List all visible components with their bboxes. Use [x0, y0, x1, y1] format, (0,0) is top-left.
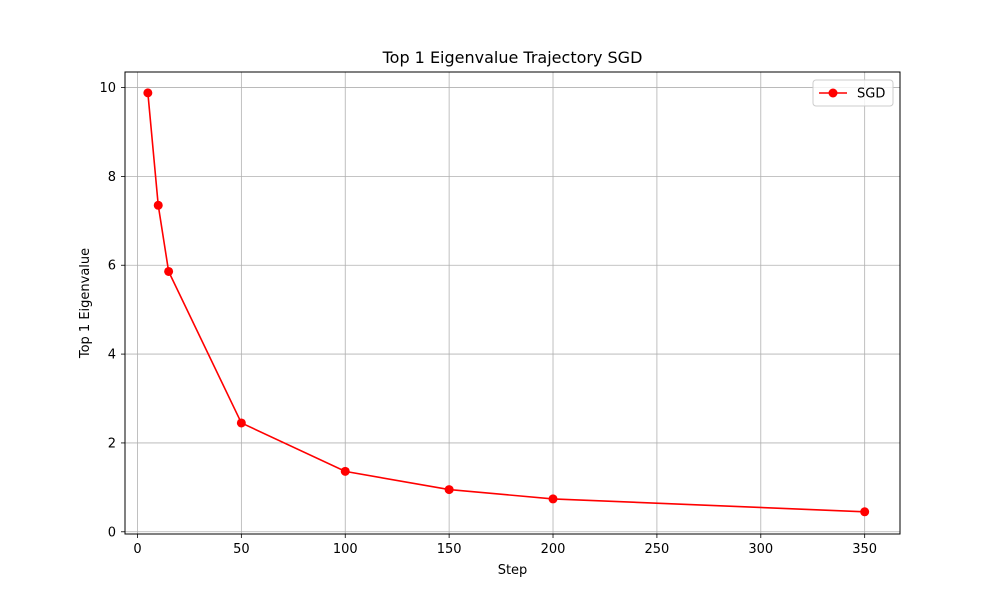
- x-tick-label: 250: [644, 542, 669, 557]
- data-point: [444, 485, 454, 495]
- chart-title: Top 1 Eigenvalue Trajectory SGD: [382, 48, 643, 67]
- data-point: [164, 266, 174, 276]
- series-line: [147, 92, 865, 513]
- data-point: [153, 200, 163, 210]
- y-axis-label: Top 1 Eigenvalue: [78, 248, 93, 359]
- x-tick-label: 100: [333, 542, 358, 557]
- legend: SGD: [812, 79, 894, 107]
- x-tick-label: 0: [133, 542, 141, 557]
- x-axis-label: Step: [498, 563, 528, 578]
- legend-marker-swatch: [828, 88, 838, 98]
- data-point: [143, 88, 153, 98]
- y-tick-label: 8: [108, 170, 116, 185]
- legend-box: [812, 79, 894, 107]
- data-point: [860, 507, 870, 517]
- y-tick-label: 0: [108, 525, 116, 540]
- x-tick-label: 300: [748, 542, 773, 557]
- x-tick-label: 50: [233, 542, 250, 557]
- y-tick-label: 6: [108, 259, 116, 274]
- data-point: [236, 418, 246, 428]
- y-tick-label: 4: [108, 348, 116, 363]
- x-tick-label: 350: [852, 542, 877, 557]
- y-tick-label: 10: [99, 81, 116, 96]
- grid: [125, 72, 900, 534]
- series-layer: [143, 88, 870, 517]
- data-point: [340, 466, 350, 476]
- axes: 0 50 100 150 200 250 300 350 0 2 4 6 8 10: [99, 81, 877, 557]
- plot-frame: [124, 71, 901, 535]
- legend-label: SGD: [857, 87, 885, 102]
- y-tick-label: 2: [108, 436, 116, 451]
- data-point: [548, 494, 558, 504]
- x-tick-label: 200: [541, 542, 566, 557]
- x-tick-label: 150: [437, 542, 462, 557]
